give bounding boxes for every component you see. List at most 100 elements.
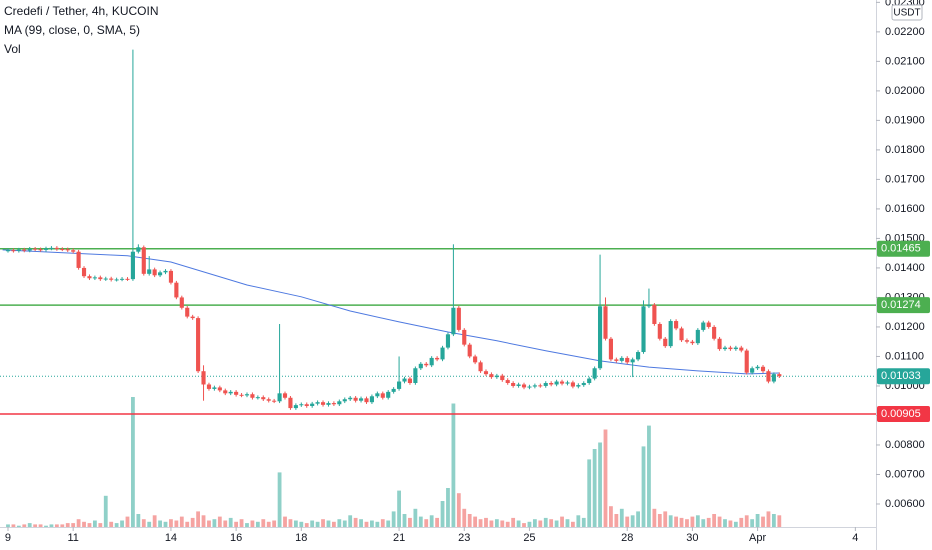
currency-badge xyxy=(891,4,923,21)
candle-body xyxy=(103,278,108,280)
volume-bar xyxy=(733,521,738,527)
volume-bar xyxy=(701,519,706,527)
volume-bar xyxy=(87,523,92,527)
volume-bar xyxy=(288,519,293,527)
volume-bar xyxy=(152,515,157,527)
candle-body xyxy=(397,381,402,389)
candle-body xyxy=(304,404,309,407)
volume-bar xyxy=(359,519,363,527)
candle-body xyxy=(641,306,646,353)
candle-body xyxy=(760,366,766,372)
volume-label: Vol xyxy=(4,42,21,56)
candle-body xyxy=(81,267,87,277)
candle-body xyxy=(141,247,146,274)
candle-body xyxy=(92,277,97,279)
y-tick-label: 0.01200 xyxy=(885,321,925,333)
candle-body xyxy=(565,382,570,384)
price-badge-label: 0.01033 xyxy=(881,370,921,382)
volume-bar xyxy=(201,515,206,527)
candle-body xyxy=(744,350,749,373)
y-tick-label: 0.01400 xyxy=(885,262,925,274)
volume-bar xyxy=(310,520,315,527)
candle-body xyxy=(369,396,374,403)
candle-body xyxy=(375,393,380,397)
volume-bar xyxy=(98,523,103,527)
candle-body xyxy=(483,371,489,375)
volume-bar xyxy=(435,517,440,527)
volume-bar xyxy=(141,519,146,527)
candle-body xyxy=(706,322,711,327)
candle-body xyxy=(543,383,548,386)
candle-body xyxy=(54,247,59,250)
volume-bar xyxy=(272,520,277,527)
volume-bar xyxy=(386,520,391,527)
price-badge-label: 0.01465 xyxy=(881,243,921,255)
volume-bar xyxy=(609,506,613,527)
volume-bar xyxy=(120,520,124,527)
candle-body xyxy=(217,387,222,391)
volume-bar xyxy=(370,520,374,527)
volume-bar xyxy=(228,517,233,527)
price-badge xyxy=(877,240,930,257)
volume-bar xyxy=(245,523,249,527)
volume-bar xyxy=(92,520,97,527)
volume-bar xyxy=(576,515,581,527)
volume-bar xyxy=(446,488,450,527)
volume-bar xyxy=(587,459,592,527)
volume-bar xyxy=(380,519,385,527)
volume-bar xyxy=(560,516,564,527)
volume-bar xyxy=(598,442,602,527)
volume-bar xyxy=(239,519,244,527)
y-tick-label: 0.00800 xyxy=(885,439,925,451)
candle-body xyxy=(679,328,684,341)
volume-bar xyxy=(489,520,494,527)
price-badge-label: 0.01274 xyxy=(881,299,921,311)
x-tick-label: 25 xyxy=(523,532,535,544)
volume-bar xyxy=(82,521,86,527)
candle-body xyxy=(60,249,65,251)
volume-bar xyxy=(293,520,298,527)
volume-bar xyxy=(342,520,347,527)
volume-bar xyxy=(38,524,43,527)
candle-body xyxy=(201,371,206,385)
candle-body xyxy=(516,384,521,386)
candle-body xyxy=(500,375,505,381)
volume-bar xyxy=(283,516,287,527)
volume-bar xyxy=(543,517,548,527)
candle-body xyxy=(532,385,537,387)
volume-bar xyxy=(717,516,722,527)
y-tick-label: 0.02100 xyxy=(885,55,925,67)
y-tick-label: 0.00700 xyxy=(885,468,925,480)
volume-bar xyxy=(169,519,173,527)
volume-bar xyxy=(695,515,700,527)
indicator-label: MA (99, close, 0, SMA, 5) xyxy=(4,23,140,37)
volume-bar xyxy=(484,517,488,527)
candle-body xyxy=(614,359,619,361)
candle-body xyxy=(418,363,423,369)
volume-bar xyxy=(777,515,782,527)
volume-bar xyxy=(505,521,510,527)
volume-bar xyxy=(304,523,309,527)
volume-bar xyxy=(391,511,396,527)
candle-body xyxy=(348,397,353,400)
volume-bar xyxy=(397,490,401,527)
y-tick-label: 0.00600 xyxy=(885,498,925,510)
candle-body xyxy=(435,357,440,360)
volume-bar xyxy=(27,523,32,527)
volume-bar xyxy=(603,429,608,527)
volume-bar xyxy=(250,520,255,527)
candle-body xyxy=(49,247,54,249)
candle-body xyxy=(451,307,456,335)
candle-body xyxy=(456,307,461,330)
volume-bar xyxy=(11,524,16,527)
volume-bar xyxy=(255,521,260,527)
x-tick-label: 30 xyxy=(686,532,698,544)
volume-bar xyxy=(706,517,711,527)
candle-body xyxy=(168,270,174,283)
candle-body xyxy=(712,326,717,339)
candle-body xyxy=(684,340,690,342)
volume-bar xyxy=(755,514,760,527)
volume-bar xyxy=(71,523,76,527)
candle-body xyxy=(293,405,298,409)
x-tick-label: 9 xyxy=(5,532,11,544)
